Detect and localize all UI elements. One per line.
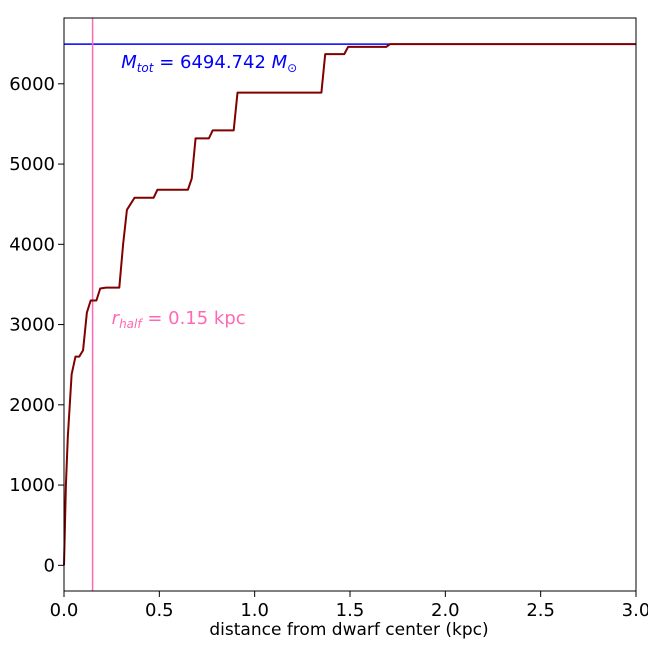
x-tick-label: 1.5 xyxy=(336,600,365,621)
cumulative-mass-series-line xyxy=(63,43,636,566)
y-tick-label: 3000 xyxy=(9,315,55,336)
y-axis: 0 1000 2000 3000 4000 5000 6000 xyxy=(9,74,64,576)
x-axis: 0.0 0.5 1.0 1.5 2.0 2.5 3.0 xyxy=(50,591,648,621)
y-tick-label: 5000 xyxy=(9,154,55,175)
y-tick-label: 6000 xyxy=(9,74,55,95)
y-tick-label: 4000 xyxy=(9,234,55,255)
x-tick-label: 2.5 xyxy=(526,600,555,621)
series-layer xyxy=(63,43,636,566)
x-axis-label: distance from dwarf center (kpc) xyxy=(209,620,488,640)
rhalf-annotation: rhalf = 0.15 kpc xyxy=(112,308,246,331)
annotations: Mtot = 6494.742 M⊙ rhalf = 0.15 kpc xyxy=(112,52,298,331)
mtot-annotation: Mtot = 6494.742 M⊙ xyxy=(121,52,297,75)
y-tick-label: 0 xyxy=(44,555,55,576)
x-tick-label: 1.0 xyxy=(240,600,269,621)
x-tick-label: 0.5 xyxy=(145,600,174,621)
y-tick-label: 2000 xyxy=(9,395,55,416)
y-tick-label: 1000 xyxy=(9,475,55,496)
x-tick-label: 0.0 xyxy=(50,600,79,621)
x-tick-label: 2.0 xyxy=(431,600,460,621)
x-tick-label: 3.0 xyxy=(622,600,648,621)
